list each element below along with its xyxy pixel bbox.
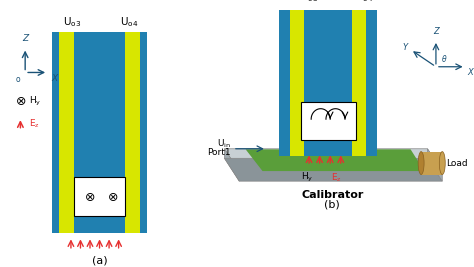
Polygon shape (225, 158, 442, 181)
Text: Z: Z (433, 27, 439, 36)
Polygon shape (225, 149, 239, 181)
Text: X: X (468, 68, 474, 77)
Text: Calibrator: Calibrator (301, 190, 364, 199)
Text: Z: Z (22, 34, 28, 43)
Text: H$_{\mathregular{y}}$: H$_{\mathregular{y}}$ (301, 171, 313, 184)
Bar (304, 135, 352, 156)
Bar (421, 152, 442, 175)
Bar (60, 215, 139, 233)
Text: $\otimes$: $\otimes$ (84, 191, 96, 204)
Bar (290, 10, 304, 156)
Text: Load: Load (447, 159, 468, 168)
Bar (290, 135, 366, 156)
Text: o: o (16, 75, 20, 84)
Text: H$_{\mathregular{y}}$: H$_{\mathregular{y}}$ (29, 95, 41, 108)
Text: (b): (b) (324, 200, 340, 210)
Text: X: X (51, 74, 57, 83)
Ellipse shape (439, 152, 445, 175)
Polygon shape (428, 149, 442, 181)
Ellipse shape (418, 152, 424, 175)
Text: Y: Y (402, 43, 407, 52)
Polygon shape (225, 149, 442, 172)
Bar (280, 10, 377, 156)
Polygon shape (246, 149, 424, 171)
Bar (52, 32, 147, 233)
Text: U$_{\mathregular{o4}}$: U$_{\mathregular{o4}}$ (355, 0, 373, 4)
Bar (74, 215, 125, 233)
Text: $\otimes$: $\otimes$ (107, 191, 118, 204)
Bar (352, 10, 366, 156)
Text: U$_{\mathregular{o3}}$: U$_{\mathregular{o3}}$ (63, 15, 81, 29)
Bar (60, 32, 74, 233)
Bar (301, 102, 356, 140)
Text: $\theta$: $\theta$ (441, 53, 448, 64)
Text: E$_{\mathregular{z}}$: E$_{\mathregular{z}}$ (331, 171, 342, 184)
Text: (a): (a) (92, 255, 107, 265)
Text: Port1: Port1 (207, 148, 231, 157)
Bar (125, 32, 139, 233)
Bar (74, 177, 125, 215)
Text: U$_{\mathregular{o3}}$: U$_{\mathregular{o3}}$ (300, 0, 318, 4)
Text: U$_{\mathregular{in}}$: U$_{\mathregular{in}}$ (217, 138, 231, 150)
Text: E$_{\mathregular{z}}$: E$_{\mathregular{z}}$ (29, 118, 40, 130)
Text: U$_{\mathregular{o4}}$: U$_{\mathregular{o4}}$ (120, 15, 138, 29)
Text: $\otimes$: $\otimes$ (15, 95, 26, 108)
